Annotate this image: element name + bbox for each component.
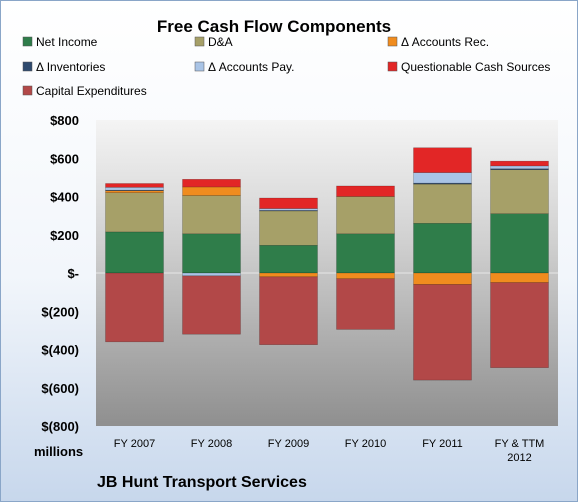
x-tick-label: FY 2009 xyxy=(268,438,309,450)
x-tick-label: FY 2007 xyxy=(114,438,155,450)
legend-swatch xyxy=(22,61,33,72)
y-axis: $800 $600 $400 $200 $- $(200) $(400) $(600) $(80… xyxy=(41,113,558,434)
legend-swatch xyxy=(387,36,398,47)
legend-swatch xyxy=(194,36,205,47)
legend-swatch xyxy=(22,36,33,47)
x-tick-label: 2012 xyxy=(507,452,531,464)
y-tick-label: $(400) xyxy=(41,343,79,358)
bar-segment xyxy=(413,223,472,274)
bars xyxy=(105,147,549,381)
bar-segment xyxy=(182,179,241,188)
legend: Net Income D&A Δ Accounts Rec. Δ Inventorie… xyxy=(22,35,550,98)
x-tick-label: FY & TTM xyxy=(495,438,545,450)
y-tick-label: $400 xyxy=(50,190,79,205)
bar-segment xyxy=(105,190,164,193)
y-axis-label: millions xyxy=(34,444,83,459)
bar-segment xyxy=(259,208,318,211)
bar-segment xyxy=(259,272,318,278)
legend-label: Net Income xyxy=(36,35,98,49)
legend-label: Δ Inventories xyxy=(36,60,105,74)
bar-segment xyxy=(182,195,241,235)
bar-segment xyxy=(105,183,164,188)
bar-segment xyxy=(336,233,395,274)
legend-label: Δ Accounts Rec. xyxy=(401,35,489,49)
legend-swatch xyxy=(387,61,398,72)
y-tick-label: $(800) xyxy=(41,419,79,434)
bar-segment xyxy=(336,185,395,197)
bar-segment xyxy=(336,272,395,279)
y-tick-label: $(200) xyxy=(41,304,79,319)
bar-segment xyxy=(413,183,472,224)
y-tick-label: $600 xyxy=(50,151,79,166)
bar-segment xyxy=(413,172,472,184)
x-tick-label: FY 2011 xyxy=(422,438,463,450)
y-tick-label: $200 xyxy=(50,228,79,243)
x-axis: FY 2007 FY 2008 FY 2009 FY 2010 FY 2011 FY & … xyxy=(114,438,545,464)
bar-segment xyxy=(336,196,395,235)
bar-segment xyxy=(182,233,241,274)
bar-segment xyxy=(490,282,549,368)
legend-label: Questionable Cash Sources xyxy=(401,60,550,74)
bar-segment xyxy=(490,160,549,167)
bar-segment xyxy=(490,213,549,274)
bar-segment xyxy=(105,231,164,274)
bar-segment xyxy=(336,278,395,330)
bar-segment xyxy=(490,272,549,283)
bar-segment xyxy=(490,168,549,170)
y-tick-label: $- xyxy=(67,266,79,281)
bar-segment xyxy=(105,187,164,191)
legend-swatch xyxy=(22,85,33,96)
bar-segment xyxy=(490,169,549,214)
bar-segment xyxy=(413,147,472,173)
legend-label: Δ Accounts Pay. xyxy=(208,60,295,74)
bar-segment xyxy=(490,165,549,170)
bar-segment xyxy=(413,272,472,285)
bar-segment xyxy=(259,276,318,345)
bar-segment xyxy=(259,197,318,209)
y-tick-label: $(600) xyxy=(41,381,79,396)
chart-title: Free Cash Flow Components xyxy=(157,17,391,36)
legend-swatch xyxy=(194,61,205,72)
legend-label: Capital Expenditures xyxy=(36,84,147,98)
legend-label: D&A xyxy=(208,35,233,49)
bar-segment xyxy=(413,284,472,381)
bar-segment xyxy=(105,272,164,343)
x-tick-label: FY 2008 xyxy=(191,438,232,450)
bar-segment xyxy=(259,210,318,246)
bar-segment xyxy=(182,272,241,277)
x-tick-label: FY 2010 xyxy=(345,438,386,450)
footer-label: JB Hunt Transport Services xyxy=(97,474,307,491)
bar-segment xyxy=(182,275,241,335)
bar-segment xyxy=(105,192,164,233)
bar-segment xyxy=(182,186,241,196)
y-tick-label: $800 xyxy=(50,113,79,128)
bar-segment xyxy=(259,245,318,274)
